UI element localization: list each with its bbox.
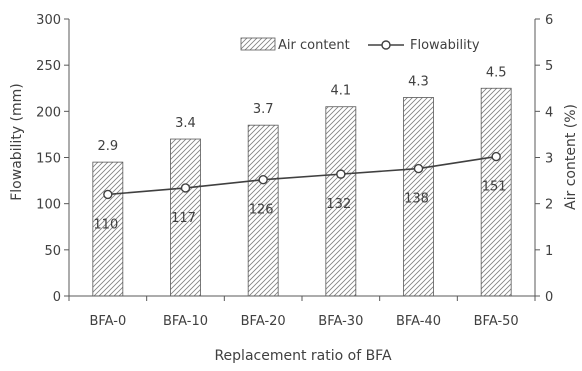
- line-flowability: [107, 155, 497, 196]
- y-tick-label-left: 150: [36, 152, 61, 167]
- data-label-air-content: 2.9: [97, 139, 118, 154]
- y-tick-label-left: 200: [36, 105, 61, 120]
- data-label-air-content: 3.4: [175, 116, 196, 131]
- y-tick-label-right: 0: [545, 290, 553, 305]
- y-tick-label-right: 4: [545, 105, 553, 120]
- bar-air-content: [247, 124, 279, 297]
- x-tick-label: BFA-10: [163, 314, 208, 329]
- y-tick-label-left: 100: [36, 198, 61, 213]
- point-flowability: [180, 183, 191, 193]
- bar-air-content: [325, 106, 357, 297]
- bar-air-content: [170, 138, 201, 297]
- data-labels: 2.9 3.4 3.7 4.1 4.3 4.5 110 117 126 132 138 151: [93, 65, 506, 232]
- bar-series-air-content: [92, 87, 512, 297]
- legend-label-flowability: Flowability: [410, 38, 480, 53]
- point-flowability: [103, 189, 113, 200]
- data-label-air-content: 4.1: [330, 84, 351, 99]
- x-axis-title: Replacement ratio of BFA: [214, 348, 391, 364]
- x-tick-label: BFA-20: [241, 314, 286, 329]
- y-tick-label-left: 0: [53, 290, 61, 305]
- legend-marker-flowability: [381, 40, 391, 50]
- data-label-flowability: 117: [171, 211, 196, 226]
- data-label-air-content: 4.3: [408, 74, 429, 89]
- data-label-flowability: 110: [93, 217, 118, 232]
- axes: 0 50 100 150 200 250 300 0 1 2 3 4 5 6 BFA-0 BFA-10 BFA-…: [36, 13, 553, 329]
- x-tick-label: BFA-40: [396, 314, 441, 329]
- y-tick-label-left: 50: [44, 244, 61, 259]
- legend-swatch-air-content: [240, 37, 276, 51]
- y-tick-label-right: 5: [545, 59, 553, 74]
- y-tick-label-right: 1: [545, 244, 553, 259]
- y-tick-label-left: 250: [36, 59, 61, 74]
- y-axis-right-title: Air content (%): [563, 104, 579, 210]
- x-tick-label: BFA-0: [89, 314, 126, 329]
- point-flowability: [336, 169, 346, 179]
- data-label-air-content: 4.5: [486, 65, 507, 80]
- bar-air-content: [92, 161, 124, 297]
- data-label-air-content: 3.7: [253, 102, 274, 117]
- y-tick-label-right: 2: [545, 198, 553, 213]
- x-tick-label: BFA-50: [474, 314, 519, 329]
- data-label-flowability: 151: [482, 180, 507, 195]
- y-tick-label-right: 3: [545, 152, 553, 167]
- data-label-flowability: 138: [404, 192, 429, 207]
- bar-air-content: [480, 87, 512, 297]
- point-flowability: [258, 174, 268, 185]
- y-axis-left-title: Flowability (mm): [9, 83, 25, 201]
- x-tick-label: BFA-30: [318, 314, 363, 329]
- y-tick-label-right: 6: [545, 13, 553, 28]
- legend: Air content Flowability: [240, 37, 480, 53]
- line-series-flowability: [103, 151, 501, 200]
- point-flowability: [491, 151, 501, 162]
- point-flowability: [413, 163, 424, 174]
- data-label-flowability: 126: [249, 203, 274, 218]
- y-tick-label-left: 300: [36, 13, 61, 28]
- data-label-flowability: 132: [326, 197, 351, 212]
- legend-label-air-content: Air content: [278, 38, 350, 53]
